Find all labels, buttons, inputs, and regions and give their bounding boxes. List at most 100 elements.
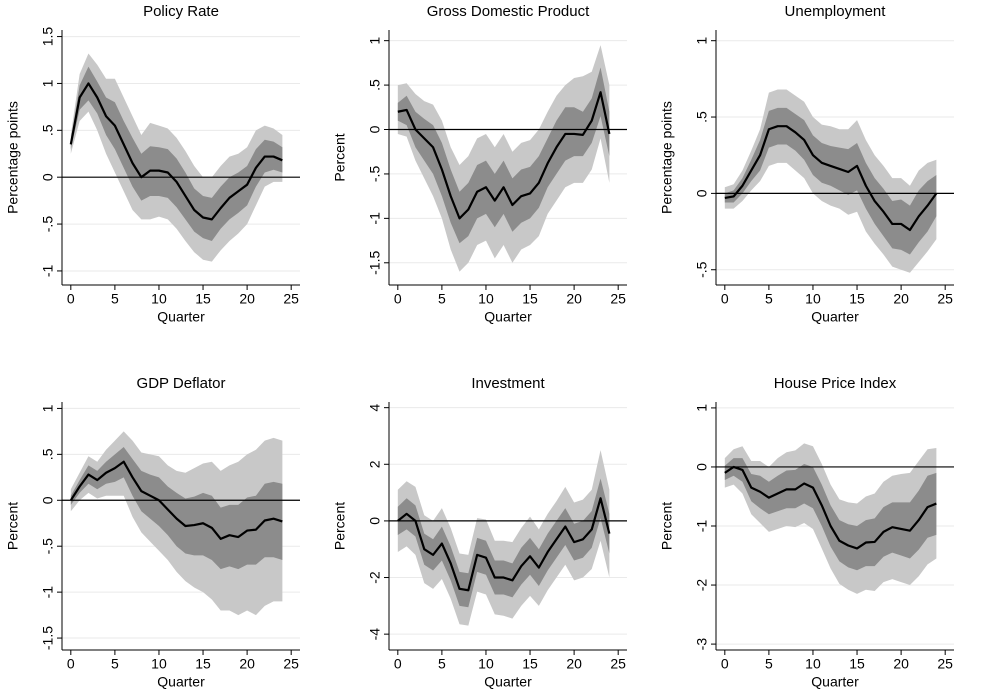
x-tick-label: 10 bbox=[478, 291, 494, 307]
y-tick-label: 1 bbox=[40, 79, 56, 87]
x-tick-label: 10 bbox=[805, 291, 821, 307]
x-axis-label: Quarter bbox=[484, 674, 532, 690]
chart-title: Investment bbox=[471, 375, 545, 392]
chart-title: House Price Index bbox=[774, 375, 897, 392]
x-tick-label: 15 bbox=[849, 291, 865, 307]
y-tick-label: .5 bbox=[40, 448, 56, 460]
y-axis-label: Percentage points bbox=[5, 101, 21, 214]
x-tick-label: 5 bbox=[765, 291, 773, 307]
x-tick-label: 15 bbox=[522, 656, 538, 672]
response-line bbox=[397, 91, 611, 220]
x-tick-label: 25 bbox=[610, 291, 626, 307]
y-tick-label: -.5 bbox=[694, 261, 710, 278]
y-tick-label: -.5 bbox=[40, 216, 56, 233]
x-tick-label: 5 bbox=[111, 656, 119, 672]
x-tick-label: 20 bbox=[239, 656, 255, 672]
x-tick-label: 25 bbox=[283, 656, 299, 672]
x-tick-label: 5 bbox=[765, 656, 773, 672]
x-tick-label: 10 bbox=[805, 656, 821, 672]
y-tick-label: 2 bbox=[367, 460, 383, 468]
x-tick-label: 10 bbox=[151, 291, 167, 307]
x-tick-label: 25 bbox=[283, 291, 299, 307]
x-tick-label: 5 bbox=[438, 291, 446, 307]
x-tick-label: 0 bbox=[67, 656, 75, 672]
x-tick-label: 10 bbox=[478, 656, 494, 672]
confidence-band bbox=[724, 107, 937, 255]
response-line bbox=[69, 460, 283, 540]
x-tick-label: 0 bbox=[394, 656, 402, 672]
y-tick-label: 1 bbox=[40, 404, 56, 412]
response-line bbox=[724, 125, 938, 232]
x-tick-label: 0 bbox=[394, 291, 402, 307]
y-tick-label: 0 bbox=[694, 189, 710, 197]
chart-title: Gross Domestic Product bbox=[427, 3, 590, 20]
response-line bbox=[69, 82, 283, 221]
x-tick-label: 20 bbox=[566, 291, 582, 307]
confidence-band bbox=[70, 447, 283, 570]
y-tick-label: -1 bbox=[367, 212, 383, 225]
y-tick-label: 1 bbox=[694, 404, 710, 412]
y-axis-label: Percent bbox=[659, 502, 675, 550]
x-axis-label: Quarter bbox=[811, 309, 859, 325]
x-tick-label: 5 bbox=[438, 656, 446, 672]
x-tick-label: 15 bbox=[849, 656, 865, 672]
confidence-band bbox=[397, 450, 610, 626]
chart-title: Unemployment bbox=[785, 3, 887, 20]
x-tick-label: 15 bbox=[195, 656, 211, 672]
chart-title: Policy Rate bbox=[143, 3, 219, 20]
y-axis-label: Percent bbox=[5, 502, 21, 550]
y-axis-label: Percent bbox=[332, 502, 348, 550]
y-tick-label: 0 bbox=[367, 125, 383, 133]
y-tick-label: 0 bbox=[694, 463, 710, 471]
x-tick-label: 25 bbox=[937, 656, 953, 672]
x-axis-label: Quarter bbox=[157, 309, 205, 325]
confidence-band bbox=[70, 53, 283, 262]
chart-title: GDP Deflator bbox=[137, 375, 226, 392]
x-axis-label: Quarter bbox=[484, 309, 532, 325]
y-tick-label: .5 bbox=[40, 124, 56, 136]
confidence-band bbox=[724, 458, 937, 571]
x-axis-label: Quarter bbox=[157, 674, 205, 690]
confidence-band bbox=[397, 478, 610, 608]
y-tick-label: -2 bbox=[367, 571, 383, 584]
response-line bbox=[724, 465, 937, 550]
y-tick-label: 0 bbox=[367, 517, 383, 525]
response-line bbox=[397, 497, 611, 592]
confidence-band bbox=[397, 67, 610, 244]
y-tick-label: -1 bbox=[694, 520, 710, 533]
x-tick-label: 20 bbox=[893, 656, 909, 672]
x-tick-label: 25 bbox=[610, 656, 626, 672]
y-tick-label: 0 bbox=[40, 496, 56, 504]
y-tick-label: -4 bbox=[367, 628, 383, 641]
x-tick-label: 10 bbox=[151, 656, 167, 672]
y-tick-label: -1 bbox=[40, 265, 56, 278]
x-tick-label: 15 bbox=[195, 291, 211, 307]
x-tick-label: 20 bbox=[566, 656, 582, 672]
y-tick-label: .5 bbox=[694, 111, 710, 123]
x-tick-label: 15 bbox=[522, 291, 538, 307]
y-tick-label: -2 bbox=[694, 579, 710, 592]
x-tick-label: 0 bbox=[721, 291, 729, 307]
y-tick-label: 1 bbox=[694, 37, 710, 45]
x-tick-label: 0 bbox=[67, 291, 75, 307]
y-axis-label: Percent bbox=[332, 133, 348, 181]
x-axis-label: Quarter bbox=[811, 674, 859, 690]
x-tick-label: 5 bbox=[111, 291, 119, 307]
y-tick-label: 1 bbox=[367, 37, 383, 45]
y-tick-label: 4 bbox=[367, 404, 383, 412]
x-tick-label: 0 bbox=[721, 656, 729, 672]
y-tick-label: -3 bbox=[694, 638, 710, 651]
x-tick-label: 25 bbox=[937, 291, 953, 307]
y-tick-label: .5 bbox=[367, 79, 383, 91]
y-tick-label: -1 bbox=[40, 586, 56, 599]
y-axis-label: Percentage points bbox=[659, 101, 675, 214]
y-tick-label: 1.5 bbox=[40, 27, 56, 47]
x-tick-label: 20 bbox=[239, 291, 255, 307]
y-tick-label: -1.5 bbox=[367, 251, 383, 275]
y-tick-label: 0 bbox=[40, 173, 56, 181]
x-tick-label: 20 bbox=[893, 291, 909, 307]
y-tick-label: -.5 bbox=[367, 166, 383, 183]
